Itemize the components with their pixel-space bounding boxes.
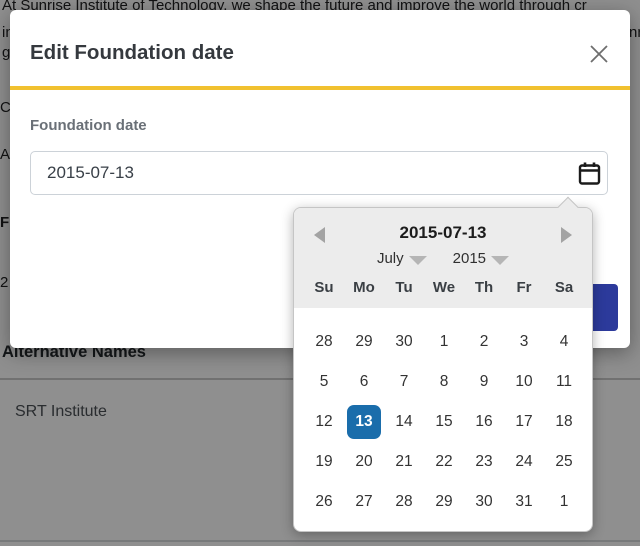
- background-text-fragment: nn: [629, 24, 640, 41]
- alternative-name-item: SRT Institute: [15, 403, 107, 420]
- day-cell[interactable]: 24: [515, 453, 533, 470]
- day-cell[interactable]: 8: [439, 373, 449, 390]
- day-cell[interactable]: 18: [555, 413, 573, 430]
- day-cell[interactable]: 19: [315, 453, 333, 470]
- background-text-fragment: g: [2, 44, 11, 61]
- background-text-fragment: A: [0, 146, 11, 163]
- day-cell[interactable]: 25: [555, 453, 573, 470]
- day-cell[interactable]: 16: [475, 413, 493, 430]
- day-name: Mo: [353, 279, 375, 296]
- day-cell[interactable]: 31: [515, 493, 533, 510]
- calendar-toggle-button[interactable]: [576, 160, 602, 187]
- day-cell[interactable]: 30: [475, 493, 493, 510]
- datepicker-header: 2015-07-13 July 2015 Su Mo Tu We Th Fr: [294, 208, 592, 308]
- day-cell[interactable]: 20: [355, 453, 373, 470]
- day-cell-selected[interactable]: 13: [344, 402, 384, 442]
- day-cell[interactable]: 23: [475, 453, 493, 470]
- chevron-down-icon: [491, 255, 510, 265]
- day-cell[interactable]: 28: [315, 333, 333, 350]
- day-name: Th: [474, 279, 494, 296]
- chevron-right-icon[interactable]: [561, 227, 572, 243]
- day-cell[interactable]: 12: [315, 413, 333, 430]
- day-name: Tu: [395, 279, 413, 296]
- background-text-fragment: C: [0, 99, 11, 116]
- day-cell[interactable]: 29: [435, 493, 453, 510]
- day-cell[interactable]: 7: [399, 373, 409, 390]
- accent-divider: [10, 86, 630, 90]
- day-cell[interactable]: 28: [395, 493, 413, 510]
- background-text-fragment: F: [0, 214, 10, 231]
- day-names-row: Su Mo Tu We Th Fr Sa: [304, 279, 582, 296]
- month-selector-label: July: [376, 250, 404, 267]
- day-cell[interactable]: 3: [519, 333, 529, 350]
- day-cell[interactable]: 2: [479, 333, 489, 350]
- day-grid: 28 29 30 1 2 3 4 5 6 7 8 9 10 11 12 13 1…: [304, 322, 582, 522]
- day-cell[interactable]: 29: [355, 333, 373, 350]
- day-cell[interactable]: 30: [395, 333, 413, 350]
- day-name: Su: [314, 279, 334, 296]
- day-cell[interactable]: 14: [395, 413, 413, 430]
- day-cell[interactable]: 17: [515, 413, 533, 430]
- day-name: Sa: [554, 279, 574, 296]
- day-cell[interactable]: 1: [559, 493, 569, 510]
- datepicker-popup: 2015-07-13 July 2015 Su Mo Tu We Th Fr: [293, 196, 593, 532]
- day-cell[interactable]: 15: [435, 413, 453, 430]
- date-input-wrap: [30, 151, 608, 195]
- calendar-icon: [577, 161, 602, 187]
- day-cell[interactable]: 9: [479, 373, 489, 390]
- modal-title: Edit Foundation date: [30, 41, 234, 64]
- day-name: We: [432, 279, 456, 296]
- background-text-fragment: in: [2, 24, 14, 41]
- close-icon: [587, 42, 611, 66]
- foundation-date-input[interactable]: [31, 152, 607, 194]
- section-divider: [0, 540, 640, 542]
- day-cell[interactable]: 22: [435, 453, 453, 470]
- day-cell[interactable]: 4: [559, 333, 569, 350]
- day-cell[interactable]: 21: [395, 453, 413, 470]
- day-cell[interactable]: 11: [555, 373, 573, 390]
- day-cell[interactable]: 10: [515, 373, 533, 390]
- day-cell[interactable]: 5: [319, 373, 329, 390]
- day-cell[interactable]: 1: [439, 333, 449, 350]
- month-selector[interactable]: July: [377, 250, 427, 267]
- chevron-down-icon: [408, 255, 427, 265]
- day-cell[interactable]: 27: [355, 493, 373, 510]
- chevron-left-icon[interactable]: [314, 227, 325, 243]
- day-name: Fr: [516, 279, 532, 296]
- background-text-fragment: 2: [0, 274, 9, 291]
- year-selector-label: 2015: [452, 250, 487, 267]
- foundation-date-label: Foundation date: [30, 117, 147, 134]
- day-cell[interactable]: 6: [359, 373, 369, 390]
- close-button[interactable]: [586, 41, 612, 67]
- day-cell[interactable]: 26: [315, 493, 333, 510]
- year-selector[interactable]: 2015: [452, 250, 510, 267]
- datepicker-selected-date: 2015-07-13: [399, 223, 487, 242]
